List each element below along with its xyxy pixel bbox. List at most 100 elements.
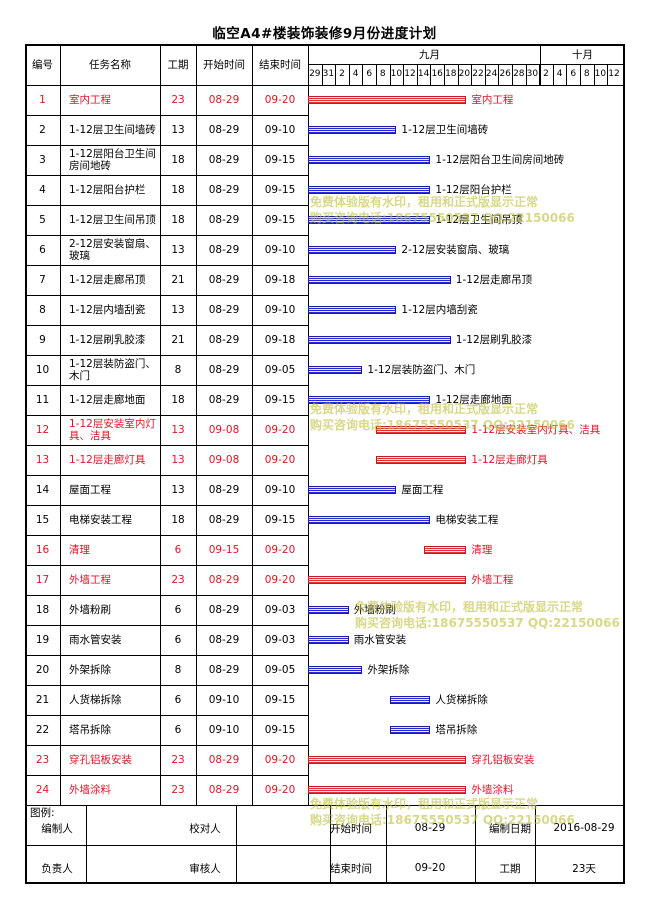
task-end: 09-03 xyxy=(264,634,296,646)
task-name: 屋面工程 xyxy=(69,484,111,496)
start-time-label: 开始时间 xyxy=(330,822,372,835)
month-september: 九月 xyxy=(419,48,440,61)
task-start: 09-10 xyxy=(208,694,240,706)
gantt-bar xyxy=(308,486,397,494)
task-name: 外墙粉刷 xyxy=(69,604,111,616)
header-id: 编号 xyxy=(32,58,53,71)
task-id: 21 xyxy=(35,694,50,706)
day-tick: 6 xyxy=(570,69,577,79)
task-name: 人货梯拆除 xyxy=(69,694,122,706)
footer-divider xyxy=(386,805,387,884)
gantt-bar-label: 1-12层刷乳胶漆 xyxy=(455,334,533,346)
task-start: 08-29 xyxy=(208,574,240,586)
task-name: 1-12层装防盗门、木门 xyxy=(69,358,156,382)
footer-divider xyxy=(535,805,536,884)
row-divider xyxy=(25,205,308,206)
day-tick: 28 xyxy=(513,69,525,79)
gantt-bar xyxy=(308,576,467,584)
task-end: 09-20 xyxy=(264,784,296,796)
day-tick: 26 xyxy=(499,69,511,79)
day-tick: 8 xyxy=(379,69,386,79)
task-duration: 13 xyxy=(171,484,185,496)
task-id: 24 xyxy=(35,784,50,796)
task-end: 09-20 xyxy=(264,424,296,436)
row-divider xyxy=(25,805,625,806)
month-october: 十月 xyxy=(572,48,593,61)
day-tick: 12 xyxy=(404,69,416,79)
task-name: 1-12层刷乳胶漆 xyxy=(69,334,146,346)
legend-label: 图例: xyxy=(30,807,55,819)
task-id: 18 xyxy=(35,604,50,616)
task-end: 09-18 xyxy=(264,334,296,346)
task-id: 6 xyxy=(39,244,46,256)
page-title: 临空A4#楼装饰装修9月份进度计划 xyxy=(212,26,437,42)
task-duration: 13 xyxy=(171,424,185,436)
row-divider xyxy=(308,64,625,65)
task-id: 20 xyxy=(35,664,50,676)
task-start: 08-29 xyxy=(208,364,240,376)
task-start: 08-29 xyxy=(208,184,240,196)
day-divider xyxy=(457,64,459,85)
task-start: 08-29 xyxy=(208,514,240,526)
day-divider xyxy=(416,64,418,85)
day-tick: 10 xyxy=(390,69,403,79)
task-name: 1-12层卫生间吊顶 xyxy=(69,214,156,226)
task-id: 23 xyxy=(35,754,50,766)
gantt-bar xyxy=(308,216,431,224)
gantt-bar xyxy=(308,396,431,404)
day-divider xyxy=(607,64,609,85)
task-end: 09-20 xyxy=(264,454,296,466)
day-tick: 29 xyxy=(309,69,321,79)
owner-label: 负责人 xyxy=(41,862,73,875)
task-id: 7 xyxy=(39,274,46,286)
gantt-bar-label: 1-12层阳台护栏 xyxy=(435,184,512,196)
gantt-bar-label: 外墙涂料 xyxy=(471,784,514,796)
gantt-bar-label: 2-12层安装窗扇、玻璃 xyxy=(401,244,510,256)
gantt-bar xyxy=(389,726,431,734)
task-duration: 23 xyxy=(171,574,185,586)
gantt-bar-label: 1-12层内墙刮瓷 xyxy=(401,304,478,316)
task-end: 09-10 xyxy=(264,304,296,316)
task-duration: 6 xyxy=(174,544,182,556)
gantt-bar-label: 外墙工程 xyxy=(471,574,514,586)
gantt-bar xyxy=(308,126,397,134)
task-duration: 18 xyxy=(171,214,185,226)
row-divider xyxy=(25,505,308,506)
task-name: 室内工程 xyxy=(69,94,111,106)
task-start: 08-29 xyxy=(208,604,240,616)
task-id: 17 xyxy=(35,574,50,586)
gantt-bar-label: 1-12层卫生间吊顶 xyxy=(435,214,523,226)
gantt-bar-label: 1-12层卫生间墙砖 xyxy=(401,124,489,136)
gantt-bar xyxy=(308,756,467,764)
task-name: 1-12层阳台护栏 xyxy=(69,184,146,196)
day-tick: 8 xyxy=(583,69,590,79)
gantt-bar-label: 1-12层安装室内灯具、洁具 xyxy=(471,424,601,436)
task-duration: 6 xyxy=(174,724,182,736)
day-tick: 14 xyxy=(417,69,430,79)
task-name: 1-12层走廊地面 xyxy=(69,394,146,406)
gantt-bar xyxy=(308,246,397,254)
row-divider xyxy=(25,595,308,596)
day-divider xyxy=(566,64,568,85)
row-divider xyxy=(25,145,308,146)
task-start: 08-29 xyxy=(208,484,240,496)
schedule-table xyxy=(25,44,625,884)
gantt-bar-label: 1-12层走廊地面 xyxy=(435,394,512,406)
task-start: 09-08 xyxy=(208,454,240,466)
day-divider xyxy=(389,64,391,85)
task-duration: 21 xyxy=(171,274,185,286)
task-end: 09-20 xyxy=(264,754,296,766)
footer-divider xyxy=(475,805,476,884)
row-divider xyxy=(25,745,308,746)
task-end: 09-05 xyxy=(264,664,296,676)
day-tick: 18 xyxy=(445,69,457,79)
task-start: 08-29 xyxy=(208,274,240,286)
task-name: 1-12层卫生间墙砖 xyxy=(69,124,156,136)
row-divider xyxy=(25,235,308,236)
gantt-bar xyxy=(308,606,349,614)
column-divider xyxy=(308,44,309,805)
task-id: 15 xyxy=(35,514,50,526)
task-duration: 18 xyxy=(171,394,185,406)
column-divider xyxy=(160,44,161,805)
gantt-bar xyxy=(376,426,467,434)
